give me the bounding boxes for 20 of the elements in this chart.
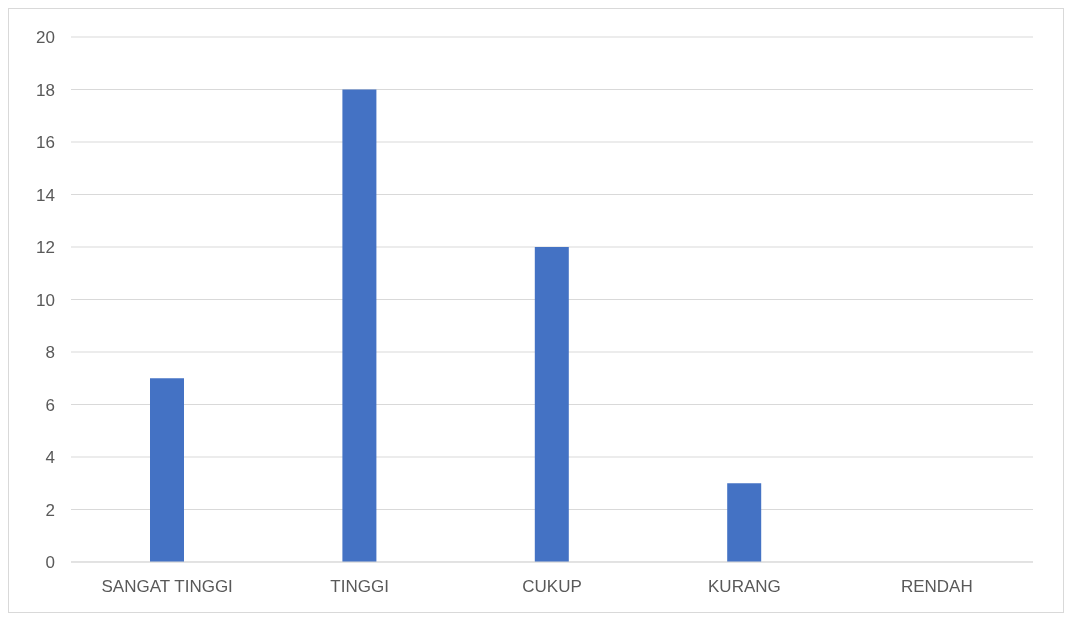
x-tick-label: TINGGI	[330, 577, 389, 597]
x-tick-label: RENDAH	[900, 577, 973, 597]
y-tick-label: 0	[45, 553, 55, 573]
y-tick-label: 2	[45, 500, 55, 520]
y-tick-label: 6	[45, 395, 55, 415]
x-tick-label: KURANG	[708, 577, 781, 597]
bar	[150, 378, 184, 562]
x-tick-label: SANGAT TINGGI	[101, 577, 233, 597]
y-tick-label: 10	[36, 290, 55, 310]
y-tick-label: 18	[36, 80, 55, 100]
x-tick-label: CUKUP	[522, 577, 582, 597]
y-tick-label: 16	[36, 133, 55, 153]
bar	[534, 247, 569, 562]
y-tick-label: 8	[45, 343, 55, 363]
bar	[342, 89, 377, 562]
y-tick-label: 4	[45, 448, 55, 468]
y-tick-label: 14	[36, 185, 55, 205]
y-tick-label: 12	[36, 238, 55, 258]
bar	[727, 483, 762, 562]
y-tick-label: 20	[36, 28, 55, 48]
